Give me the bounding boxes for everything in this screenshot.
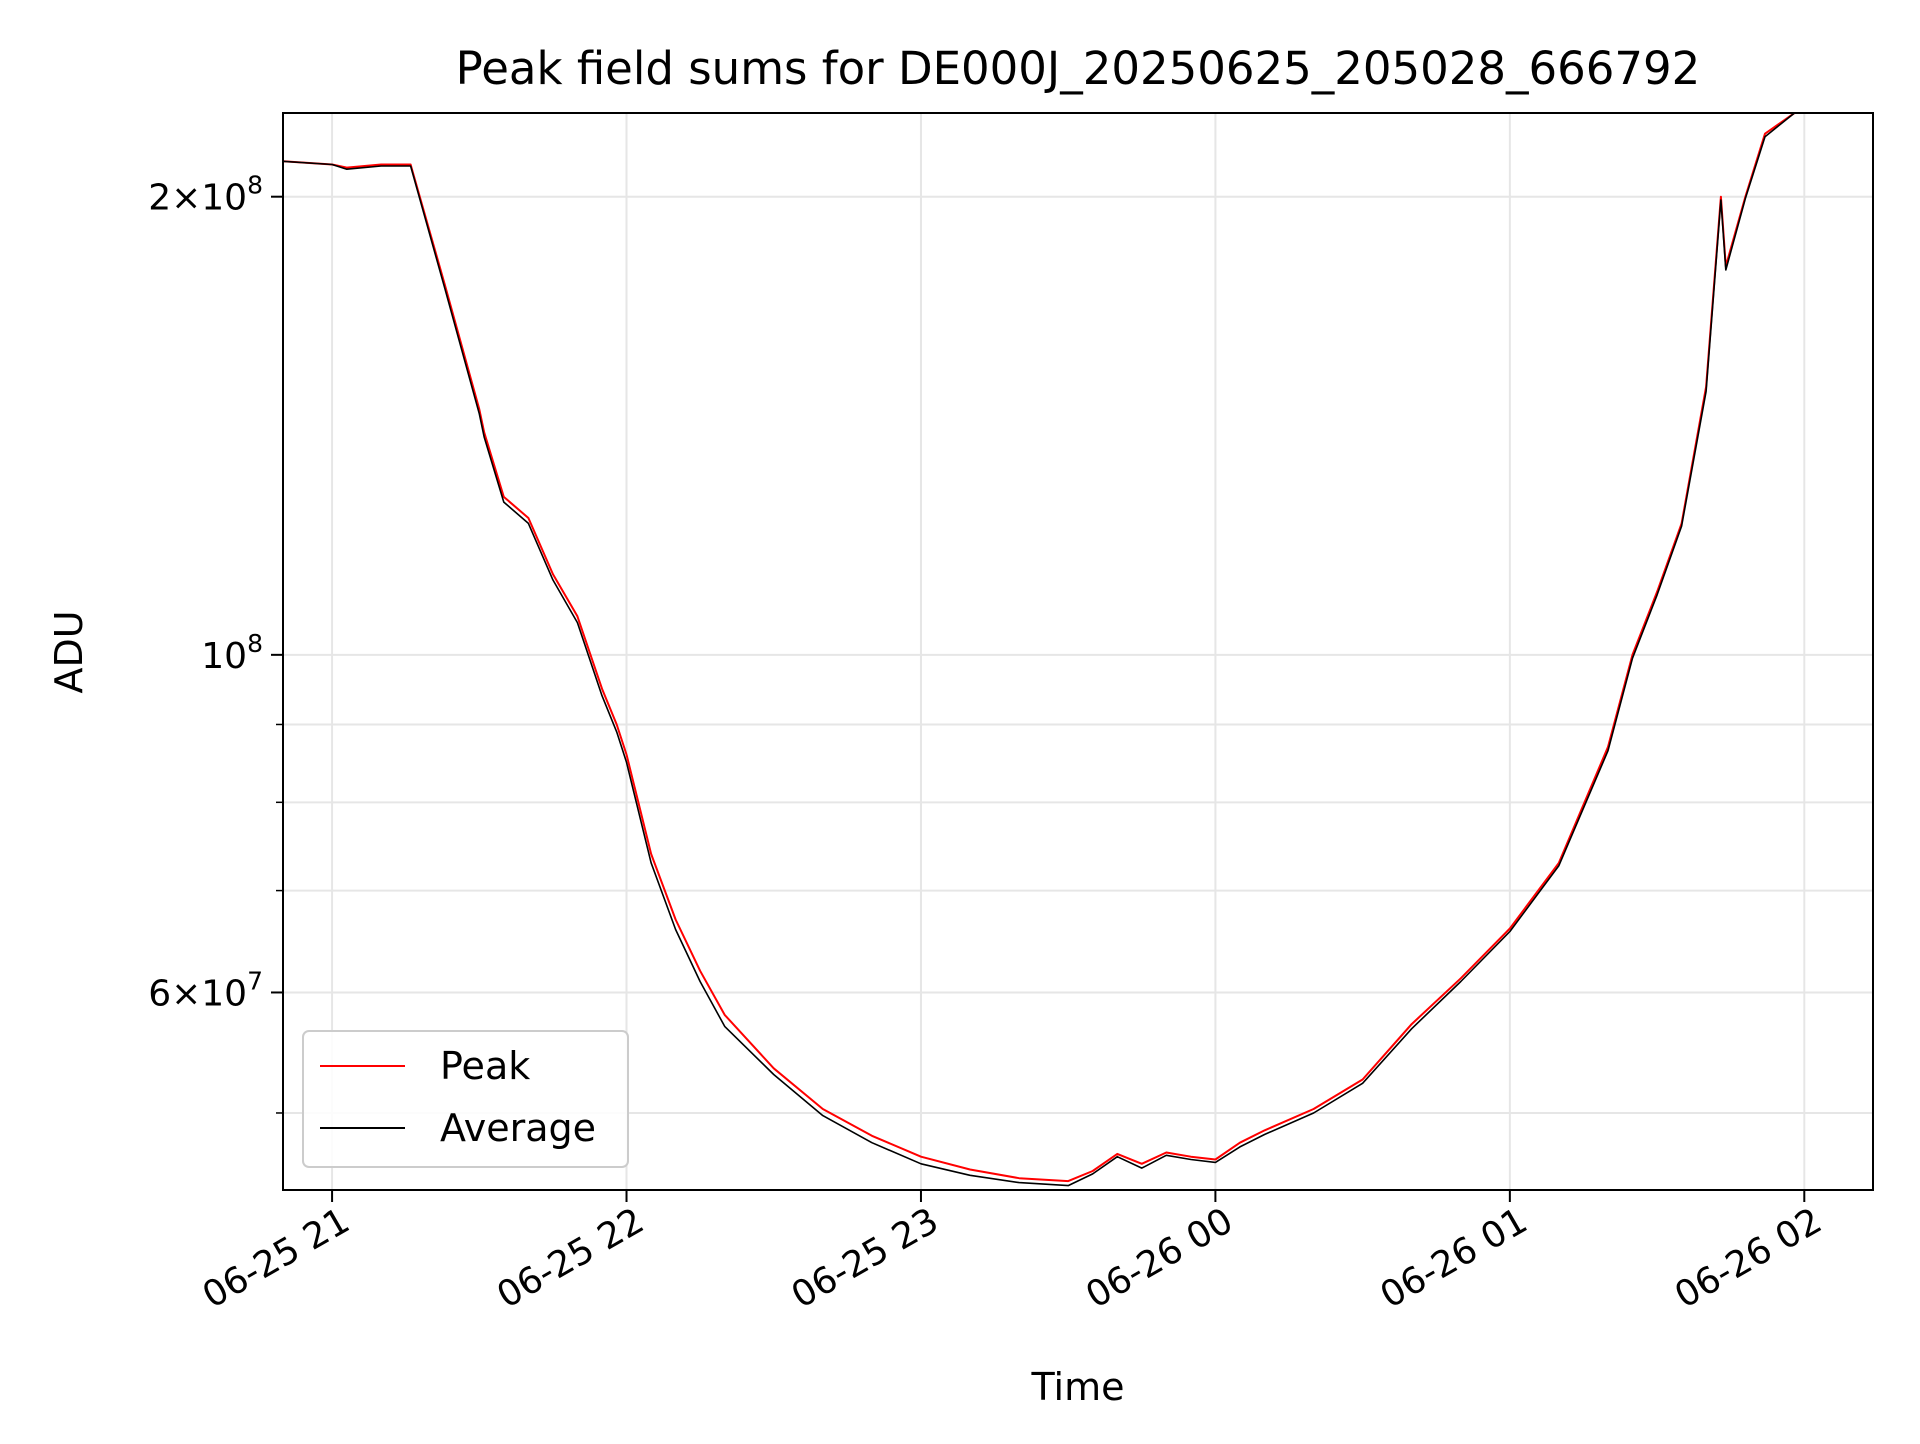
y-tick-label-exponent: 8	[247, 629, 263, 658]
y-tick-label: 2×108	[148, 171, 263, 219]
y-tick-label: 6×107	[148, 966, 263, 1014]
legend: Peak Average	[302, 1030, 629, 1168]
y-tick-label-exponent: 7	[247, 966, 263, 995]
legend-label-average: Average	[440, 1106, 596, 1150]
series-line-peak	[283, 113, 1796, 1183]
x-axis-label: Time	[1031, 1365, 1125, 1409]
y-tick-label-base: 6×10	[148, 973, 247, 1014]
y-axis-label: ADU	[47, 610, 91, 693]
series-line-average	[283, 113, 1796, 1187]
legend-label-peak: Peak	[440, 1044, 530, 1088]
y-tick-label-base: 10	[201, 636, 247, 677]
y-tick-label-exponent: 8	[247, 171, 263, 200]
plot-frame	[282, 112, 1874, 1191]
chart-title: Peak field sums for DE000J_20250625_2050…	[456, 42, 1701, 95]
y-tick-label: 108	[201, 629, 263, 677]
y-tick-label-base: 2×10	[148, 178, 247, 219]
